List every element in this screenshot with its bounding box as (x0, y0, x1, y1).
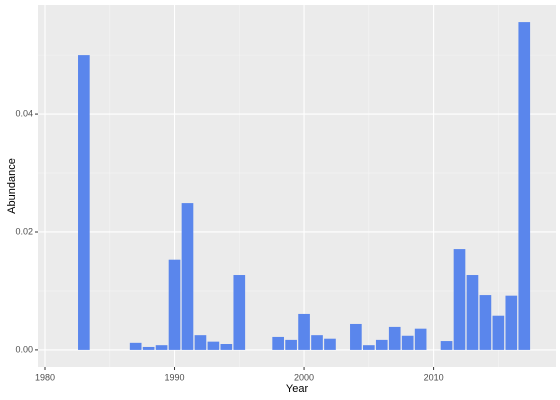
y-tick-label: 0.04 (15, 108, 33, 118)
x-axis-title: Year (286, 383, 309, 395)
x-tick-label: 2000 (294, 372, 314, 382)
bar (233, 275, 246, 350)
bar (207, 341, 220, 350)
bar (440, 341, 453, 350)
bar (350, 323, 362, 350)
bar (401, 335, 414, 350)
y-tick-label: 0.02 (15, 226, 33, 236)
bar (453, 249, 466, 350)
x-tick-label: 1980 (35, 372, 55, 382)
bar (518, 22, 531, 350)
bar (129, 342, 142, 350)
bar (362, 345, 375, 350)
bar (168, 259, 181, 350)
y-tick-label: 0.00 (15, 344, 33, 354)
bar (492, 315, 505, 350)
bar (505, 295, 518, 350)
x-tick-label: 1990 (165, 372, 185, 382)
bar (324, 338, 336, 350)
bar (375, 339, 388, 350)
bar (78, 55, 90, 350)
bar (479, 295, 492, 350)
bar (388, 326, 401, 350)
bar (272, 336, 284, 350)
y-axis-title: Abundance (6, 158, 18, 214)
bar (311, 335, 323, 350)
bar (466, 275, 479, 350)
bar (220, 344, 233, 350)
bar (285, 339, 297, 350)
bar (194, 335, 207, 350)
bar (142, 346, 155, 350)
bar (155, 345, 168, 350)
x-tick-label: 2010 (424, 372, 444, 382)
bar (298, 313, 310, 350)
panel (38, 5, 556, 367)
bar (181, 203, 194, 350)
bar (414, 328, 427, 350)
